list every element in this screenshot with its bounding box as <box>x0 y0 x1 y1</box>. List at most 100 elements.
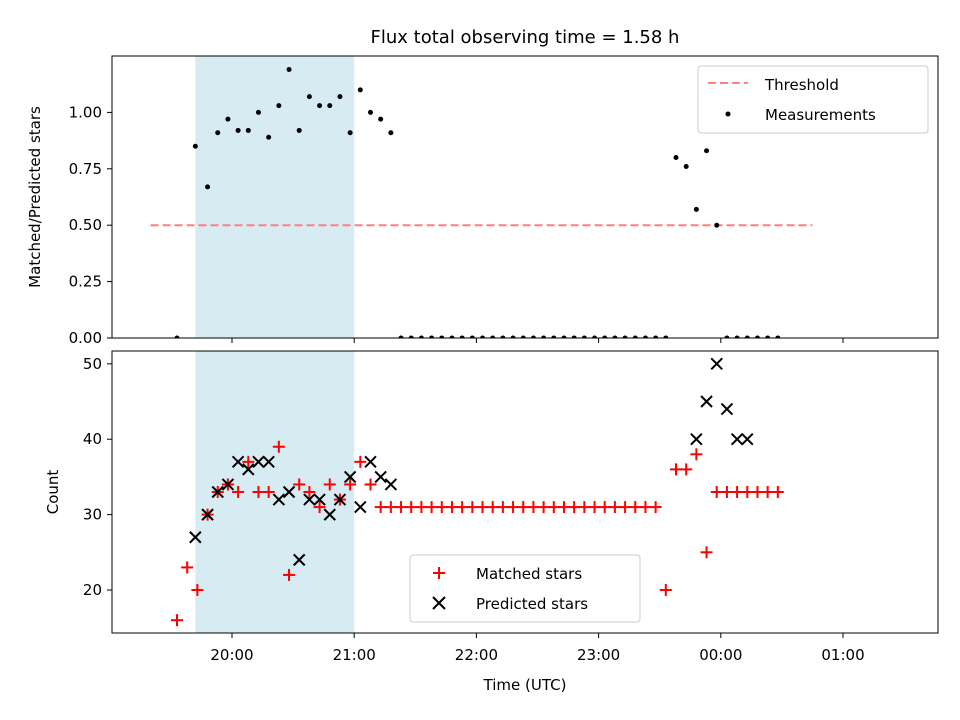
measurement-point <box>398 335 404 338</box>
measurement-point <box>317 103 323 109</box>
measurement-point <box>449 335 455 338</box>
matched-star-point <box>537 501 550 514</box>
predicted-star-point <box>313 493 326 506</box>
measurement-point <box>551 335 557 338</box>
matched-star-point <box>507 501 520 514</box>
measurement-point <box>724 335 730 338</box>
matched-star-point <box>527 501 540 514</box>
measurement-point <box>439 335 445 338</box>
y-tick-label: 0.50 <box>69 216 102 234</box>
measurement-point <box>255 109 261 115</box>
count-panel-frame <box>111 350 939 634</box>
measurement-point <box>765 335 771 338</box>
matched-star-point <box>232 486 245 498</box>
x-tick-label: 22:00 <box>455 646 498 664</box>
measurement-point <box>174 335 180 338</box>
count-x-ticks: 20:00 21:00 22:00 23:00 00:00 01:00 <box>210 633 865 664</box>
ratio-y-ticks: 0.00 0.25 0.50 0.75 1.00 <box>69 103 112 347</box>
measurement-point <box>296 127 302 133</box>
matched-star-point <box>557 501 570 514</box>
matched-star-point <box>710 486 723 498</box>
measurement-point <box>734 335 740 338</box>
matched-star-point <box>405 501 418 514</box>
matched-star-point <box>578 501 591 514</box>
y-tick-label: 0.25 <box>69 273 102 291</box>
measurement-point <box>306 94 312 100</box>
predicted-star-point <box>201 508 214 521</box>
measurement-point <box>673 155 679 161</box>
x-tick-label: 21:00 <box>333 646 376 664</box>
measurement-point <box>663 335 669 338</box>
x-tick-label: 20:00 <box>210 646 253 664</box>
measurement-point <box>215 130 221 136</box>
legend-matched-label: Matched stars <box>476 565 582 583</box>
predicted-star-point <box>710 357 723 371</box>
measurement-point <box>693 206 699 212</box>
ratio-panel: 0.00 0.25 0.50 0.75 1.00 Matched/Predicted s… <box>26 55 939 347</box>
measurement-point <box>480 335 486 338</box>
measurement-point <box>704 148 710 154</box>
predicted-star-point <box>323 508 336 521</box>
matched-star-point <box>588 501 601 514</box>
y-tick-label: 50 <box>83 355 102 373</box>
x-tick-label: 00:00 <box>699 646 742 664</box>
measurement-point <box>408 335 414 338</box>
measurement-point <box>469 335 475 338</box>
measurement-point <box>388 130 394 136</box>
matched-star-point <box>608 501 621 514</box>
predicted-star-point <box>700 395 713 408</box>
legend-threshold-label: Threshold <box>764 76 839 94</box>
matched-star-point <box>496 501 509 514</box>
ratio-panel-frame <box>111 55 939 339</box>
matched-star-point <box>629 501 642 514</box>
predicted-star-point <box>333 493 347 506</box>
matched-star-point <box>384 501 397 514</box>
measurement-point <box>418 335 424 338</box>
matched-star-point <box>771 486 784 498</box>
predicted-star-point <box>189 531 202 544</box>
predicted-star-point <box>720 402 734 416</box>
observing-window-shade <box>195 56 355 338</box>
legend-measurements-label: Measurements <box>765 106 876 124</box>
matched-star-point <box>456 501 469 514</box>
predicted-star-point <box>741 433 754 446</box>
matched-star-point <box>659 584 672 597</box>
matched-star-point <box>547 501 560 514</box>
measurement-point <box>561 335 567 338</box>
matched-star-point <box>323 478 336 491</box>
matched-star-point <box>568 501 581 514</box>
predicted-star-point <box>252 455 265 469</box>
matched-star-point <box>598 501 611 514</box>
measurement-point <box>653 335 659 338</box>
chart-title: Flux total observing time = 1.58 h <box>371 27 680 48</box>
measurement-point <box>592 335 598 338</box>
matched-star-point <box>374 501 387 514</box>
matched-star-point <box>741 486 754 498</box>
measurement-point <box>612 335 618 338</box>
legend-measurements-swatch <box>725 111 731 117</box>
matched-star-point <box>435 501 448 514</box>
measurement-point <box>571 335 577 338</box>
predicted-star-point <box>303 493 316 506</box>
matched-star-point <box>364 478 377 491</box>
matched-star-point <box>466 501 479 514</box>
measurement-point <box>490 335 496 338</box>
measurement-point <box>530 335 536 338</box>
predicted-star-point <box>730 433 744 446</box>
predicted-star-point <box>343 470 357 484</box>
matched-star-point <box>395 501 408 514</box>
predicted-star-point <box>242 463 255 476</box>
measurement-point <box>357 87 363 93</box>
measurement-point <box>683 164 689 170</box>
measurement-point <box>510 335 516 338</box>
predicted-star-point <box>364 455 377 469</box>
count-legend: Matched stars Predicted stars <box>409 554 641 623</box>
measurement-point <box>754 335 760 338</box>
y-tick-label: 0.00 <box>69 329 102 347</box>
measurement-point <box>327 103 333 109</box>
measurement-point <box>276 103 282 109</box>
measurement-point <box>622 335 628 338</box>
measurement-point <box>347 130 353 136</box>
measurement-point <box>500 335 506 338</box>
matched-star-point <box>639 501 652 514</box>
